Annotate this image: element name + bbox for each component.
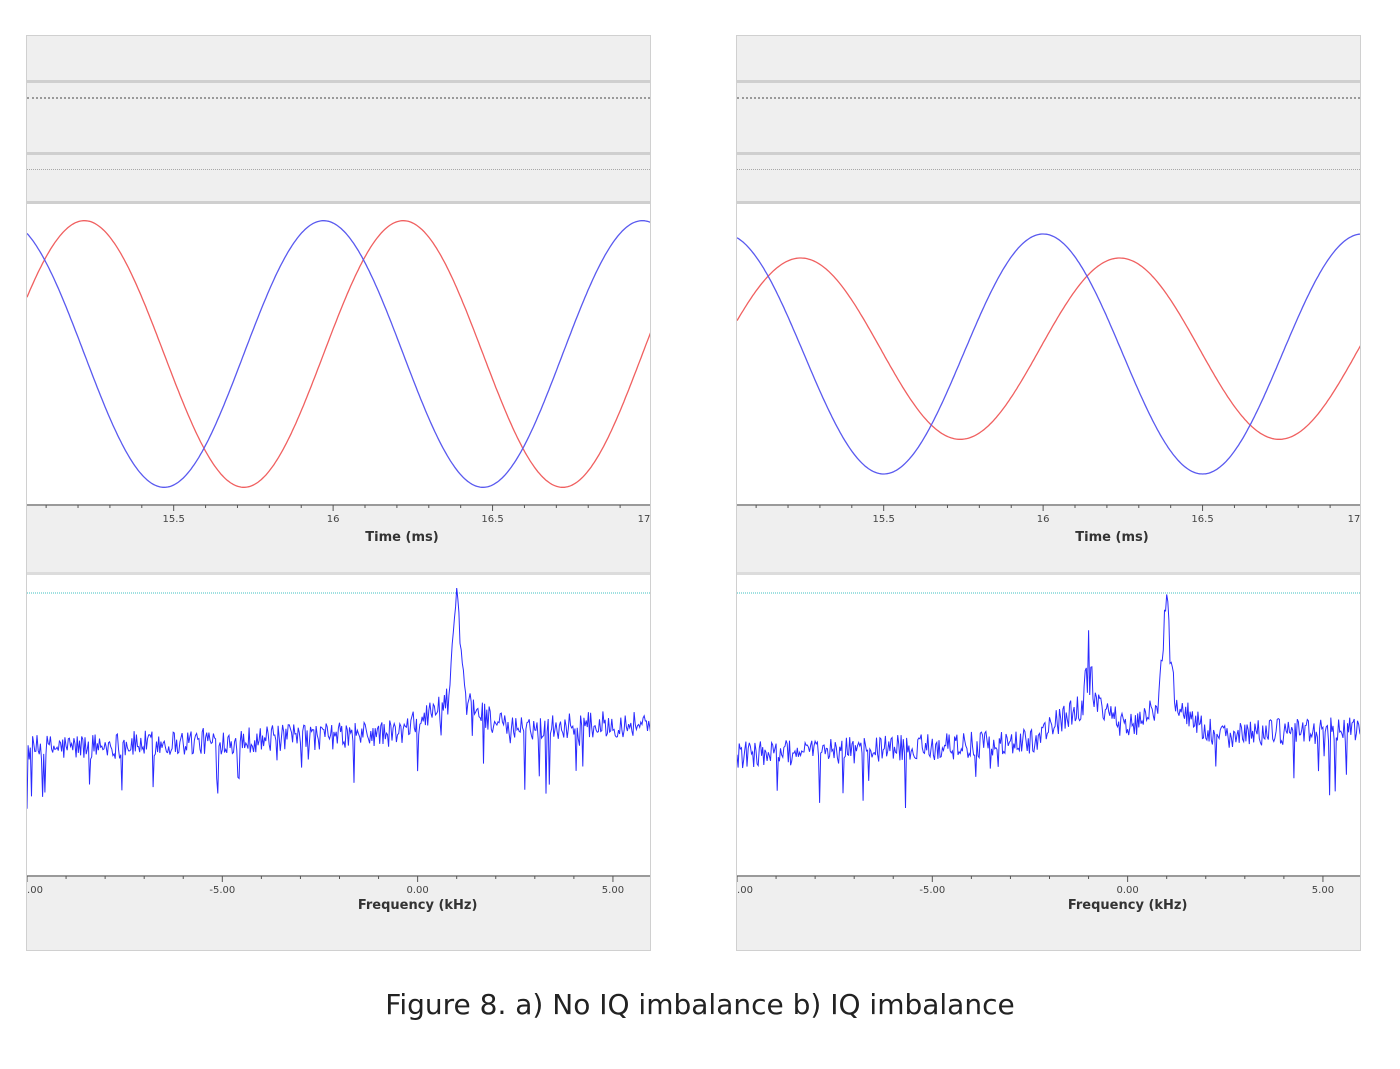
time-axis: 15.5 16 16.5 17 Time (ms) bbox=[737, 504, 1360, 572]
x-tick-label: .00 bbox=[737, 885, 753, 896]
time-domain-chart bbox=[737, 233, 1360, 475]
x-tick-label: -5.00 bbox=[209, 885, 235, 896]
x-axis-title: Frequency (kHz) bbox=[358, 898, 478, 913]
x-axis-title: Time (ms) bbox=[1075, 530, 1148, 545]
x-tick-label: 17 bbox=[1348, 514, 1361, 525]
x-tick-label: 16 bbox=[1037, 514, 1050, 525]
frequency-domain-chart bbox=[737, 592, 1360, 809]
series-Q-line bbox=[737, 233, 1360, 475]
separator bbox=[737, 152, 1360, 155]
x-axis-title: Frequency (kHz) bbox=[1068, 898, 1188, 913]
x-tick-label: 0.00 bbox=[1116, 885, 1138, 896]
series-I-line bbox=[27, 220, 650, 488]
separator bbox=[27, 201, 650, 204]
x-tick-label: 16 bbox=[327, 514, 340, 525]
x-tick-label: 15.5 bbox=[873, 514, 895, 525]
digital-trace-1 bbox=[737, 97, 1360, 99]
time-axis-svg: 15.5 16 16.5 17 Time (ms) bbox=[737, 504, 1361, 545]
x-tick-label: 16.5 bbox=[1191, 514, 1213, 525]
separator bbox=[27, 572, 650, 575]
time-axis: 15.5 16 16.5 17 Time (ms) bbox=[27, 504, 650, 572]
freq-axis: .00 -5.00 0.00 5.00 Frequency (kHz) bbox=[27, 875, 650, 950]
digital-trace-1 bbox=[27, 97, 650, 99]
x-tick-label: 5.00 bbox=[602, 885, 624, 896]
freq-plot-area bbox=[737, 575, 1360, 875]
time-domain-chart bbox=[27, 220, 650, 488]
x-tick-label: 16.5 bbox=[481, 514, 503, 525]
separator bbox=[27, 80, 650, 83]
panel-b: 15.5 16 16.5 17 Time (ms) .00 -5.00 0.00 5.00 Fr… bbox=[736, 35, 1361, 951]
x-axis-title: Time (ms) bbox=[365, 530, 438, 545]
separator bbox=[27, 152, 650, 155]
figure-caption: Figure 8. a) No IQ imbalance b) IQ imbal… bbox=[385, 988, 1015, 1021]
digital-trace-2 bbox=[737, 169, 1360, 170]
series-I-line bbox=[737, 257, 1360, 440]
x-tick-label: 17 bbox=[638, 514, 651, 525]
x-tick-label: -5.00 bbox=[919, 885, 945, 896]
x-tick-label: 0.00 bbox=[406, 885, 428, 896]
separator bbox=[737, 80, 1360, 83]
time-plot-area bbox=[27, 204, 650, 504]
top-strip bbox=[737, 36, 1360, 80]
freq-plot-area bbox=[27, 575, 650, 875]
freq-axis-svg: .00 -5.00 0.00 5.00 Frequency (kHz) bbox=[737, 875, 1360, 913]
time-axis-svg: 15.5 16 16.5 17 Time (ms) bbox=[27, 504, 651, 545]
series-Q-line bbox=[27, 220, 650, 488]
x-tick-label: .00 bbox=[27, 885, 43, 896]
separator bbox=[737, 201, 1360, 204]
freq-axis-svg: .00 -5.00 0.00 5.00 Frequency (kHz) bbox=[27, 875, 650, 913]
x-tick-label: 15.5 bbox=[163, 514, 185, 525]
freq-axis: .00 -5.00 0.00 5.00 Frequency (kHz) bbox=[737, 875, 1360, 950]
spectrum-line bbox=[27, 587, 650, 809]
separator bbox=[737, 572, 1360, 575]
panel-a: 15.5 16 16.5 17 Time (ms) .00 -5.00 0.00 5.00 Fr… bbox=[26, 35, 651, 951]
top-strip bbox=[27, 36, 650, 80]
x-tick-label: 5.00 bbox=[1312, 885, 1334, 896]
spectrum-line bbox=[737, 594, 1360, 809]
time-plot-area bbox=[737, 204, 1360, 504]
digital-trace-2 bbox=[27, 169, 650, 170]
frequency-domain-chart bbox=[27, 587, 650, 809]
